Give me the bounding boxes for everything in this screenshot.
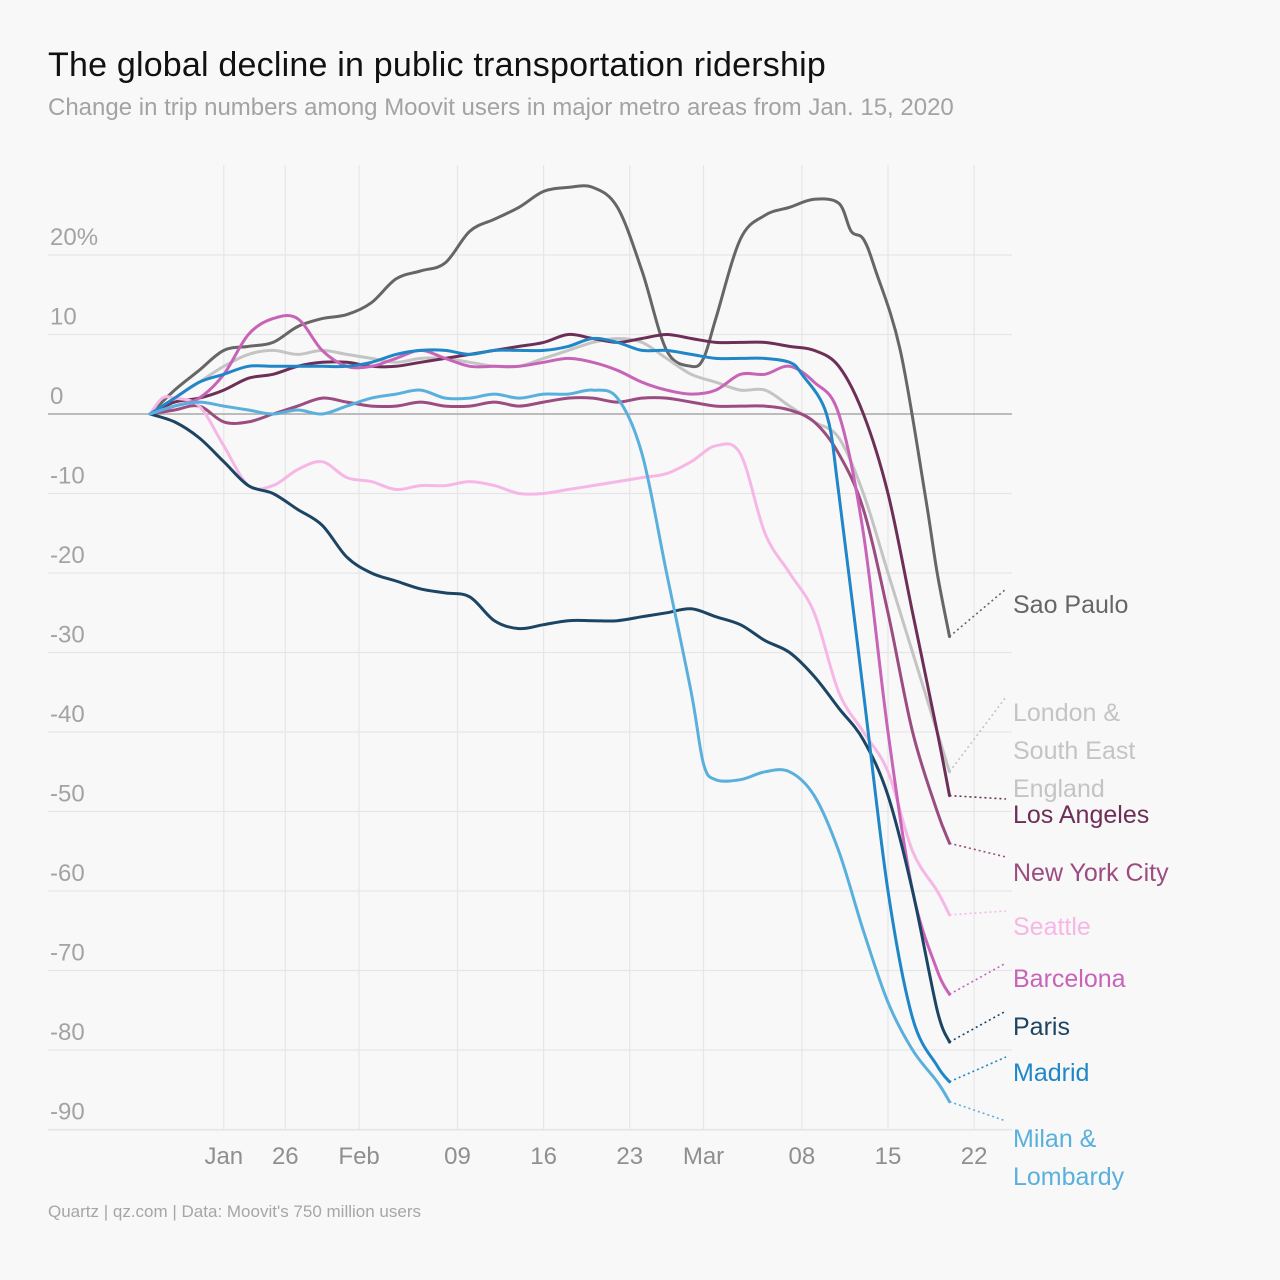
series-label-barcelona: Barcelona — [1013, 965, 1126, 993]
x-tick-label: 09 — [444, 1143, 471, 1170]
series-line-seattle — [148, 395, 951, 917]
x-tick-label: 15 — [875, 1143, 902, 1170]
series-line-los-angeles — [148, 332, 951, 798]
x-tick-label: Feb — [338, 1143, 379, 1170]
leader-los-angeles — [949, 794, 1007, 800]
leader-london-south-east-england — [948, 696, 1007, 773]
y-tick-label: -80 — [50, 1019, 85, 1046]
leader-new-york-city — [949, 842, 1007, 858]
series-line-london-south-east-england — [148, 337, 951, 774]
y-tick-label: 20% — [50, 224, 98, 251]
y-axis: 20% 10 0 -10 -20 -30 -40 -50 -60 -70 -80 -90 — [50, 224, 98, 1126]
x-tick-label: 16 — [530, 1143, 557, 1170]
x-tick-label: 22 — [961, 1143, 988, 1170]
y-tick-label: -60 — [50, 860, 85, 887]
grid — [48, 165, 1012, 1131]
y-tick-label: -20 — [50, 542, 85, 569]
series-label-milan-lombardy: Lombardy — [1013, 1163, 1125, 1191]
series-label-london-south-east-england: England — [1013, 775, 1105, 803]
x-axis: Jan 26 Feb 09 16 23 Mar 08 15 22 — [204, 1143, 987, 1170]
series-label-london-south-east-england: London & — [1013, 699, 1120, 727]
series-lines — [148, 184, 951, 1104]
series-label-sao-paulo: Sao Paulo — [1013, 591, 1128, 619]
series-line-barcelona — [148, 314, 951, 996]
label-leaders — [948, 588, 1007, 1122]
x-tick-label: Jan — [204, 1143, 243, 1170]
series-line-paris — [148, 412, 951, 1044]
y-tick-label: -40 — [50, 701, 85, 728]
series-label-milan-lombardy: Milan & — [1013, 1125, 1097, 1153]
chart-title: The global decline in public transportat… — [48, 46, 826, 84]
chart-subtitle: Change in trip numbers among Moovit user… — [48, 94, 954, 121]
series-line-sao-paulo — [148, 184, 951, 639]
leader-paris — [949, 1010, 1007, 1043]
leader-madrid — [949, 1056, 1007, 1083]
y-tick-label: -30 — [50, 622, 85, 649]
y-tick-label: -50 — [50, 781, 85, 808]
series-label-seattle: Seattle — [1013, 913, 1091, 941]
series-line-new-york-city — [148, 396, 951, 845]
x-tick-label: 08 — [789, 1143, 816, 1170]
y-tick-label: -90 — [50, 1099, 85, 1126]
x-tick-label: 23 — [616, 1143, 643, 1170]
series-line-milan-lombardy — [148, 388, 951, 1104]
source-footer: Quartz | qz.com | Data: Moovit's 750 mil… — [48, 1202, 421, 1221]
y-tick-label: -70 — [50, 940, 85, 967]
series-label-london-south-east-england: South East — [1013, 737, 1135, 765]
series-line-madrid — [148, 336, 951, 1084]
y-tick-label: -10 — [50, 463, 85, 490]
leader-sao-paulo — [948, 588, 1007, 638]
leader-barcelona — [949, 962, 1007, 996]
series-label-new-york-city: New York City — [1013, 859, 1169, 887]
y-tick-label: 0 — [50, 383, 63, 410]
series-label-paris: Paris — [1013, 1013, 1070, 1041]
x-tick-label: 26 — [272, 1143, 299, 1170]
y-tick-label: 10 — [50, 304, 77, 331]
series-label-madrid: Madrid — [1013, 1059, 1089, 1087]
series-label-los-angeles: Los Angeles — [1013, 801, 1149, 829]
x-tick-label: Mar — [683, 1143, 724, 1170]
leader-seattle — [949, 910, 1007, 916]
leader-milan-lombardy — [949, 1100, 1007, 1122]
